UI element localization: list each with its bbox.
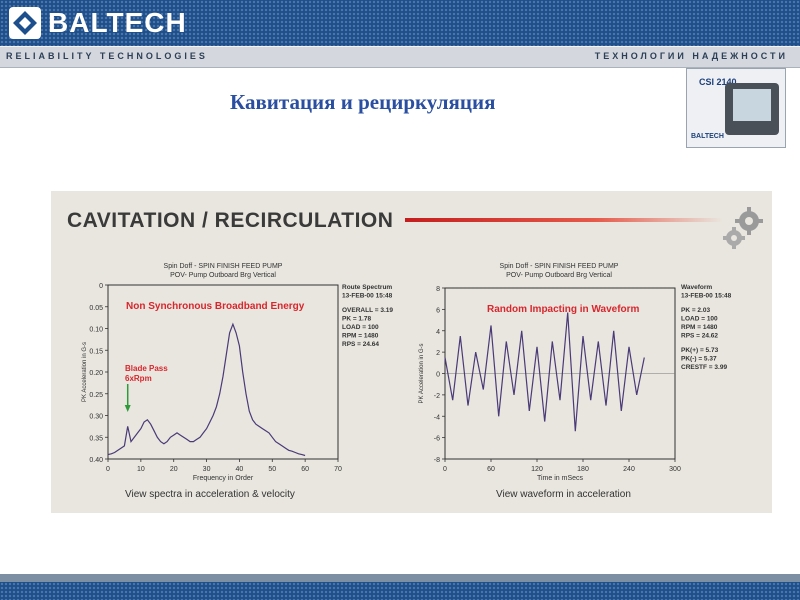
y-tick-label: 6	[436, 307, 440, 314]
series-line	[107, 322, 306, 457]
tagline-right: ТЕХНОЛОГИИ НАДЕЖНОСТИ	[594, 51, 788, 61]
chart-info-line: 13-FEB-00 15:48	[681, 293, 732, 300]
y-tick-label: 0.10	[89, 327, 103, 334]
chart-info-line: LOAD = 100	[342, 324, 379, 331]
chart-header-line: Spin Doff - SPIN FINISH FEED PUMP	[500, 263, 619, 270]
chart-annotation: Random Impacting in Waveform	[487, 304, 640, 315]
x-tick-label: 0	[106, 466, 110, 473]
chart-info-line: Waveform	[681, 284, 712, 291]
x-tick-label: 20	[170, 466, 178, 473]
header-bar: BALTECH	[0, 0, 800, 46]
tagline-strip: RELIABILITY TECHNOLOGIES ТЕХНОЛОГИИ НАДЕ…	[0, 46, 800, 68]
y-tick-label: 0.30	[89, 414, 103, 421]
x-tick-label: 70	[334, 466, 342, 473]
slide-title: Кавитация и рециркуляция	[230, 90, 496, 114]
device-screen	[733, 89, 771, 121]
y-tick-label: -8	[434, 457, 440, 464]
x-tick-label: 240	[623, 466, 635, 473]
y-tick-label: 0.25	[89, 392, 103, 399]
x-tick-label: 180	[577, 466, 589, 473]
x-tick-label: 60	[301, 466, 309, 473]
x-tick-label: 50	[268, 466, 276, 473]
x-axis-label: Time in mSecs	[537, 475, 584, 482]
chart-caption: View waveform in acceleration	[496, 489, 631, 500]
chart-info-line: PK(+) = 5.73	[681, 347, 719, 354]
chart-info-line: PK = 1.78	[342, 316, 371, 323]
y-tick-label: -6	[434, 436, 440, 443]
chart-annotation: Non Synchronous Broadband Energy	[126, 301, 305, 312]
device-model: CSI 2140	[699, 77, 737, 87]
panel-title: CAVITATION / RECIRCULATION	[67, 209, 394, 232]
x-tick-label: 40	[236, 466, 244, 473]
x-tick-label: 120	[531, 466, 543, 473]
chart-info-line: OVERALL = 3.19	[342, 307, 393, 314]
chart-info-line: PK(-) = 5.37	[681, 356, 717, 363]
chart-header-line: POV- Pump Outboard Brg Vertical	[170, 272, 276, 279]
accent-line	[405, 218, 723, 222]
chart-info-line: RPM = 1480	[681, 324, 718, 331]
brand-logo[interactable]: BALTECH	[8, 6, 204, 40]
y-tick-label: -4	[434, 414, 440, 421]
y-axis-label: PK Acceleration in G-s	[419, 343, 425, 403]
chart-info-line: RPS = 24.62	[681, 333, 718, 340]
y-tick-label: 0.15	[89, 348, 103, 355]
marker-label: 6xRpm	[125, 374, 152, 383]
device-thumbnail: CSI 2140 BALTECH	[686, 68, 786, 148]
x-tick-label: 60	[487, 466, 495, 473]
x-tick-label: 0	[443, 466, 447, 473]
y-tick-label: 0	[436, 372, 440, 379]
device-brand: BALTECH	[691, 133, 724, 140]
gears-icon	[723, 207, 763, 249]
y-tick-label: 2	[436, 350, 440, 357]
chart-info-line: Route Spectrum	[342, 284, 392, 291]
chart-info-line: PK = 2.03	[681, 307, 710, 314]
brand-name: BALTECH	[48, 7, 187, 38]
y-tick-label: 0.20	[89, 370, 103, 377]
y-tick-label: 0	[99, 283, 103, 290]
chart-header-line: Spin Doff - SPIN FINISH FEED PUMP	[164, 263, 283, 270]
series-line	[444, 312, 645, 432]
cavitation-panel: CAVITATION / RECIRCULATION Spin Doff - S…	[51, 191, 772, 513]
x-axis-label: Frequency in Order	[193, 475, 254, 482]
y-tick-label: -2	[434, 393, 440, 400]
y-tick-label: 8	[436, 286, 440, 293]
chart-info-line: RPS = 24.64	[342, 341, 379, 348]
x-tick-label: 30	[203, 466, 211, 473]
x-tick-label: 10	[137, 466, 145, 473]
chart-info-line: CRESTF = 3.99	[681, 364, 727, 371]
y-tick-label: 0.35	[89, 435, 103, 442]
chart-info-line: 13-FEB-00 15:48	[342, 293, 393, 300]
chart-info-line: RPM = 1480	[342, 333, 379, 340]
x-tick-label: 300	[669, 466, 681, 473]
chart-caption: View spectra in acceleration & velocity	[125, 489, 295, 500]
marker-arrowhead	[124, 405, 131, 412]
y-axis-label: PK Acceleration in G-s	[82, 342, 88, 402]
tagline-left: RELIABILITY TECHNOLOGIES	[6, 51, 208, 61]
brand-logo-icon	[9, 7, 41, 39]
y-tick-label: 4	[436, 329, 440, 336]
footer-bar	[0, 574, 800, 600]
charts-area: Spin Doff - SPIN FINISH FEED PUMP POV- Pu…	[82, 263, 732, 500]
device-body-icon	[725, 83, 779, 135]
marker-label: Blade Pass	[125, 364, 168, 373]
chart-header-line: POV- Pump Outboard Brg Vertical	[506, 272, 612, 279]
y-tick-label: 0.40	[89, 457, 103, 464]
footer-band	[0, 574, 800, 582]
chart-info-line: LOAD = 100	[681, 316, 718, 323]
y-tick-label: 0.05	[89, 305, 103, 312]
